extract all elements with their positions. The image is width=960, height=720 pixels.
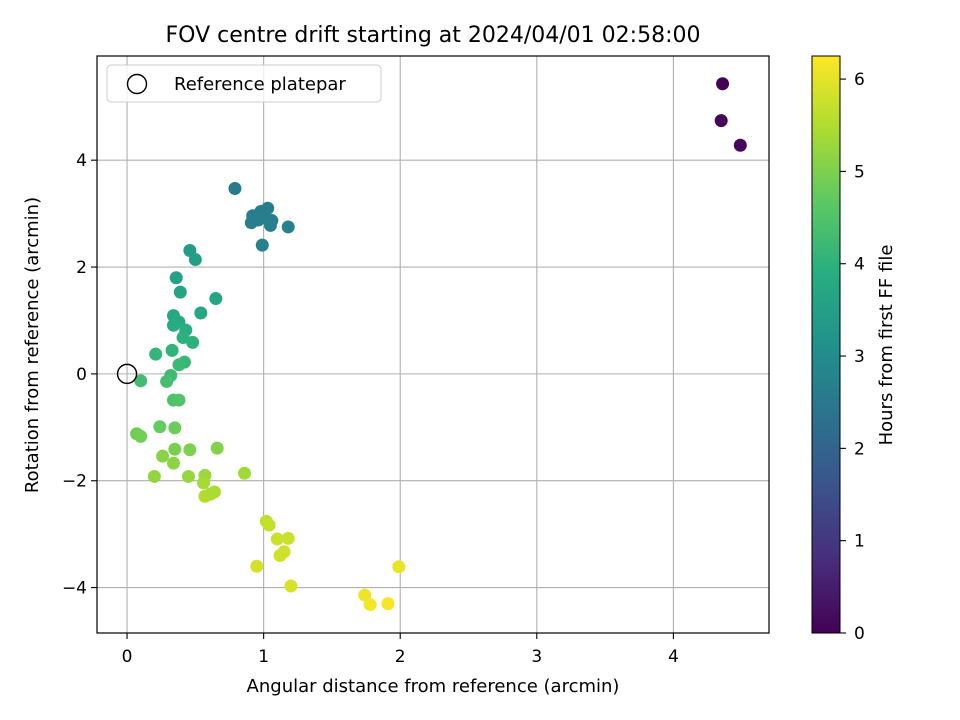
data-point (153, 420, 167, 434)
data-point (149, 347, 163, 361)
data-point (197, 476, 211, 490)
data-points (130, 77, 747, 612)
data-point (168, 421, 182, 435)
x-tick-label: 2 (395, 647, 406, 667)
data-point (172, 393, 186, 407)
data-point (183, 443, 197, 457)
y-tick-label: 2 (76, 258, 87, 278)
colorbar-gradient (811, 55, 841, 634)
data-point (147, 469, 161, 483)
data-point (244, 216, 258, 230)
data-point (392, 560, 406, 574)
legend-entry-reference: Reference platepar (174, 74, 346, 95)
x-axis-label: Angular distance from reference (arcmin) (247, 676, 620, 697)
legend-box (106, 64, 382, 103)
data-point (733, 138, 747, 152)
colorbar-label: Hours from first FF file (876, 245, 897, 446)
data-point (270, 532, 284, 546)
data-point (169, 271, 183, 285)
colorbar-ticks: 0 1 2 3 4 5 6 (840, 70, 865, 644)
data-point (281, 531, 295, 545)
data-point (381, 597, 395, 611)
data-point (209, 292, 223, 306)
x-tick-label: 4 (668, 647, 679, 667)
colorbar-tick-label: 5 (854, 162, 865, 182)
data-point (263, 218, 277, 232)
y-tick-label: −4 (62, 579, 87, 599)
data-point (716, 77, 730, 91)
data-point (262, 518, 276, 532)
plot-frame (96, 55, 770, 634)
y-tick-label: 0 (76, 365, 87, 385)
data-point (228, 181, 242, 195)
data-point (714, 114, 728, 128)
data-point (176, 331, 190, 345)
y-axis-label: Rotation from reference (arcmin) (22, 197, 43, 493)
data-point (363, 598, 377, 612)
data-point (134, 374, 148, 388)
legend-marker-icon (126, 73, 148, 95)
colorbar-tick-label: 2 (854, 439, 865, 459)
data-point (173, 285, 187, 299)
data-point (194, 306, 208, 320)
x-tick-label: 3 (531, 647, 542, 667)
data-point (273, 549, 287, 563)
data-point (255, 238, 269, 252)
colorbar-tick-label: 1 (854, 532, 865, 552)
x-axis-ticks: 0 1 2 3 4 (122, 633, 679, 667)
data-point (210, 441, 224, 455)
x-tick-label: 1 (258, 647, 269, 667)
data-point (168, 442, 182, 456)
data-point (198, 489, 212, 503)
colorbar-tick-label: 4 (854, 255, 865, 275)
data-point (238, 466, 252, 480)
data-point (284, 579, 298, 593)
colorbar-tick-label: 6 (854, 70, 865, 90)
colorbar-tick-label: 3 (854, 347, 865, 367)
data-point (134, 429, 148, 443)
data-point (166, 456, 180, 470)
y-tick-label: −2 (62, 472, 87, 492)
data-point (165, 343, 179, 357)
data-point (188, 253, 202, 267)
data-point (182, 469, 196, 483)
colorbar: 0 1 2 3 4 5 6 Hours from first FF file (811, 55, 897, 644)
y-tick-label: 4 (76, 151, 87, 171)
data-point (186, 335, 200, 349)
data-point (160, 374, 174, 388)
data-point (172, 358, 186, 372)
legend: Reference platepar (106, 64, 382, 103)
data-point (281, 220, 295, 234)
colorbar-tick-label: 0 (854, 624, 865, 644)
data-point (156, 449, 170, 463)
data-point (358, 588, 372, 602)
reference-platepar-marker (116, 363, 138, 385)
data-point (250, 559, 264, 573)
data-point (166, 318, 180, 332)
x-tick-label: 0 (122, 647, 133, 667)
y-axis-ticks: −4 −2 0 2 4 (62, 151, 97, 599)
chart-title: FOV centre drift starting at 2024/04/01 … (166, 23, 701, 48)
